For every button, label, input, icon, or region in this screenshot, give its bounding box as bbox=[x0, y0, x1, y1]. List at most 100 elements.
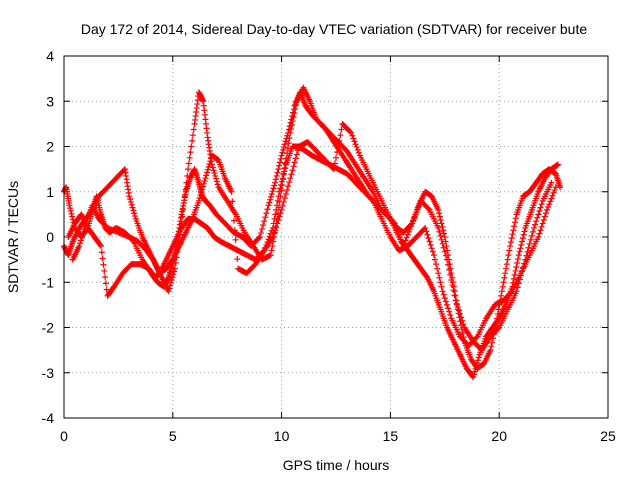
series-track-2 bbox=[61, 84, 561, 381]
data-point bbox=[267, 196, 274, 203]
data-point bbox=[405, 228, 412, 235]
data-point bbox=[272, 211, 279, 218]
data-point bbox=[413, 209, 420, 216]
data-point bbox=[179, 213, 186, 220]
data-point bbox=[528, 232, 535, 239]
data-point bbox=[443, 301, 450, 308]
data-point bbox=[270, 185, 277, 192]
data-point bbox=[131, 210, 138, 217]
y-tick-label: 3 bbox=[46, 93, 54, 109]
data-point bbox=[171, 265, 178, 272]
data-point bbox=[68, 210, 75, 217]
data-point bbox=[292, 106, 299, 113]
data-point bbox=[474, 360, 481, 367]
data-point bbox=[529, 228, 536, 235]
data-point bbox=[185, 166, 192, 173]
data-point bbox=[549, 192, 556, 199]
axis-ticks: 0 5 10 15 20 25 -4 -3 -2 -1 0 1 2 3 4 bbox=[42, 48, 616, 444]
data-point bbox=[435, 224, 442, 231]
data-point bbox=[545, 204, 552, 211]
data-point bbox=[353, 144, 360, 151]
data-point bbox=[441, 234, 448, 240]
data-point bbox=[438, 283, 445, 290]
data-point bbox=[548, 179, 555, 186]
data-point bbox=[422, 224, 429, 231]
data-point bbox=[200, 180, 207, 187]
data-point bbox=[274, 197, 281, 204]
data-point bbox=[213, 178, 220, 185]
data-point bbox=[536, 230, 543, 237]
data-point bbox=[280, 198, 287, 205]
data-point bbox=[294, 147, 301, 154]
data-point bbox=[196, 194, 203, 201]
data-point bbox=[256, 234, 263, 240]
data-point bbox=[539, 220, 546, 227]
data-point bbox=[276, 159, 283, 166]
data-point bbox=[269, 234, 276, 240]
data-point bbox=[234, 256, 241, 263]
data-point bbox=[169, 274, 176, 281]
data-point bbox=[282, 164, 289, 171]
data-point bbox=[554, 161, 561, 168]
data-point bbox=[505, 252, 512, 259]
data-point bbox=[525, 244, 532, 251]
data-point bbox=[541, 213, 548, 220]
data-point bbox=[185, 160, 192, 167]
data-point bbox=[437, 232, 444, 239]
data-point bbox=[404, 231, 411, 238]
data-point bbox=[441, 248, 448, 255]
data-point bbox=[273, 206, 280, 213]
data-point bbox=[544, 206, 551, 213]
data-point bbox=[434, 265, 441, 272]
data-point bbox=[277, 210, 284, 217]
data-point bbox=[515, 252, 522, 259]
data-point bbox=[517, 272, 524, 279]
data-point bbox=[510, 275, 517, 282]
data-point bbox=[268, 247, 275, 254]
data-point bbox=[288, 122, 295, 129]
data-point bbox=[406, 226, 413, 233]
data-point bbox=[475, 354, 482, 361]
data-point bbox=[414, 206, 421, 213]
data-point bbox=[519, 268, 526, 275]
data-point bbox=[537, 204, 544, 211]
data-point bbox=[77, 240, 84, 247]
data-point bbox=[520, 264, 527, 271]
data-point bbox=[433, 261, 440, 268]
data-point bbox=[423, 228, 430, 235]
data-point bbox=[402, 237, 409, 244]
data-point bbox=[403, 234, 410, 241]
series-track-3 bbox=[65, 143, 559, 349]
data-point bbox=[516, 276, 523, 283]
data-point bbox=[511, 223, 518, 230]
data-point bbox=[470, 371, 477, 378]
data-point bbox=[548, 195, 555, 202]
data-point bbox=[447, 312, 454, 319]
data-point bbox=[330, 166, 337, 173]
data-point bbox=[425, 205, 432, 212]
data-point bbox=[440, 291, 447, 298]
data-point bbox=[272, 179, 279, 186]
data-point bbox=[503, 265, 509, 272]
y-tick-label: -4 bbox=[42, 410, 55, 426]
chart-title: Day 172 of 2014, Sidereal Day-to-day VTE… bbox=[81, 21, 588, 37]
data-point bbox=[514, 260, 521, 267]
data-point bbox=[272, 176, 279, 183]
data-point bbox=[267, 252, 274, 259]
data-point bbox=[172, 260, 179, 267]
data-point bbox=[518, 241, 525, 248]
data-point bbox=[430, 252, 437, 259]
data-point bbox=[473, 362, 480, 369]
data-point bbox=[538, 223, 545, 230]
data-point bbox=[289, 167, 296, 174]
data-point bbox=[511, 271, 518, 278]
data-point bbox=[195, 197, 202, 204]
data-point bbox=[272, 227, 279, 234]
data-point bbox=[278, 181, 285, 188]
data-point bbox=[519, 235, 526, 242]
data-point bbox=[513, 263, 520, 270]
data-point bbox=[508, 289, 515, 296]
data-point bbox=[280, 146, 287, 153]
data-point bbox=[102, 274, 109, 281]
data-point bbox=[447, 271, 454, 278]
